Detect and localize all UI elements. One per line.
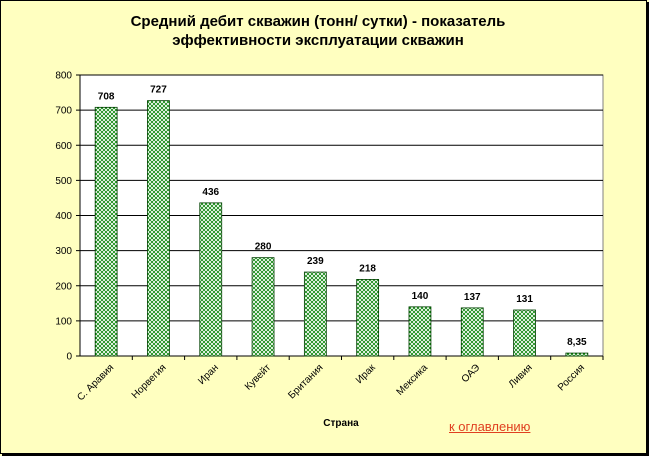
y-tick-label: 400 bbox=[55, 211, 72, 222]
y-tick-label: 600 bbox=[55, 141, 72, 152]
x-category-label: Британия bbox=[286, 362, 325, 401]
table-of-contents-link[interactable]: к оглавлению bbox=[449, 419, 531, 434]
x-category-label: ОАЭ bbox=[460, 362, 483, 385]
bar bbox=[513, 309, 536, 357]
y-tick-label: 200 bbox=[55, 281, 72, 292]
bar bbox=[94, 106, 118, 357]
data-label: 131 bbox=[516, 294, 533, 305]
x-category-label: Россия bbox=[556, 362, 587, 393]
chart-title-line-1: Средний дебит скважин (тонн/ сутки) - по… bbox=[131, 13, 506, 30]
bar bbox=[460, 307, 484, 357]
x-category-label: Иран bbox=[196, 362, 221, 387]
data-label: 727 bbox=[150, 85, 167, 96]
x-category-label: Кувейт bbox=[243, 362, 274, 393]
data-label: 239 bbox=[307, 256, 324, 267]
y-tick-label: 800 bbox=[55, 71, 72, 82]
y-tick-label: 300 bbox=[55, 246, 72, 257]
bar bbox=[408, 306, 432, 357]
y-tick-label: 700 bbox=[55, 106, 72, 117]
y-tick-label: 100 bbox=[55, 316, 72, 327]
bar bbox=[303, 271, 327, 357]
bar bbox=[251, 257, 275, 357]
x-category-label: Ливия bbox=[507, 362, 535, 390]
data-label: 140 bbox=[412, 291, 429, 302]
bar bbox=[565, 352, 589, 357]
chart-title-line-2: эффективности эксплуатации скважин bbox=[172, 32, 464, 49]
data-label: 8,35 bbox=[567, 337, 587, 348]
bar bbox=[147, 100, 170, 357]
x-axis-label: Страна bbox=[323, 418, 359, 429]
y-tick-label: 0 bbox=[66, 352, 72, 363]
bar bbox=[199, 202, 223, 357]
x-category-label: Ирак bbox=[354, 362, 378, 386]
data-label: 280 bbox=[255, 242, 272, 253]
x-category-label: Мексика bbox=[395, 362, 431, 398]
x-category-label: С. Аравия bbox=[75, 362, 116, 403]
data-label: 708 bbox=[98, 91, 115, 102]
data-label: 137 bbox=[464, 292, 481, 303]
bar bbox=[356, 279, 380, 357]
data-label: 436 bbox=[202, 187, 219, 198]
y-tick-label: 500 bbox=[55, 176, 72, 187]
x-category-label: Норвегия bbox=[130, 362, 169, 401]
data-label: 218 bbox=[359, 263, 376, 274]
